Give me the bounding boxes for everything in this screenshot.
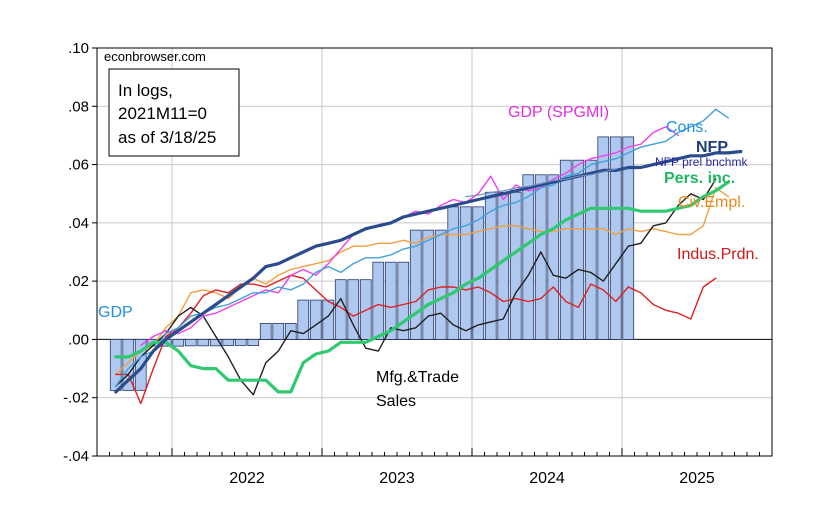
gdp-bar — [259, 322, 272, 340]
gdp-bar — [322, 299, 335, 340]
gdp-bar — [534, 174, 547, 340]
gdp-bar — [347, 279, 360, 340]
gdp-bar — [497, 191, 510, 340]
series-lines — [114, 108, 743, 405]
gdp-bar — [447, 206, 460, 340]
y-tick-label: .00 — [68, 331, 89, 348]
x-tick-label: 2025 — [679, 470, 715, 487]
label-pers-inc: Pers. inc. — [664, 170, 735, 187]
gdp-bar — [597, 136, 610, 340]
label-cons: Cons. — [666, 119, 708, 136]
label-mfg-line2: Sales — [376, 393, 416, 410]
gdp-bar — [122, 339, 135, 391]
note-line-2: 2021M11=0 — [118, 104, 207, 123]
gdp-bar — [372, 261, 385, 340]
note-line-1: In logs, — [118, 81, 173, 100]
gdp-bar — [522, 174, 535, 340]
gdp-bar — [434, 229, 447, 340]
gdp-bar — [622, 136, 635, 340]
series-line-cons — [115, 108, 729, 387]
gdp-bar — [422, 229, 435, 340]
label-nfp-bench: NFP prel bnchmk — [655, 155, 748, 169]
label-gdp-spgmi: GDP (SPGMI) — [508, 104, 609, 121]
series-line-nfp-bench — [465, 168, 617, 198]
x-axis: 2022 2023 2024 2025 — [96, 448, 773, 487]
gdp-bars — [109, 136, 635, 391]
gdp-bar — [297, 299, 310, 340]
series-line-civ-empl — [115, 187, 729, 376]
x-tick-label: 2023 — [379, 470, 415, 487]
y-tick-label: .08 — [68, 98, 89, 115]
x-tick-label: 2024 — [529, 470, 565, 487]
gdp-bar — [384, 261, 397, 340]
gdp-bar — [572, 159, 585, 340]
gdp-bar — [234, 339, 247, 346]
note-box — [108, 68, 240, 157]
gdp-bar — [584, 159, 597, 340]
note-line-3: as of 3/18/25 — [118, 128, 216, 147]
gdp-bar — [209, 339, 222, 347]
gdp-bar — [459, 206, 472, 340]
gdp-bar — [309, 299, 322, 340]
series-line-mfg — [115, 178, 717, 396]
gdp-bar — [547, 174, 560, 340]
label-nfp: NFP — [696, 139, 728, 156]
gdp-bar — [222, 339, 235, 346]
y-tick-label: -.02 — [63, 390, 89, 407]
label-indus: Indus.Prdn. — [677, 246, 759, 263]
gdp-bar — [409, 229, 422, 340]
gdp-bar — [559, 159, 572, 340]
series-line-indus — [115, 274, 717, 405]
source-label: econbrowser.com — [104, 49, 206, 64]
gdp-bar — [609, 136, 622, 340]
y-tick-label: .02 — [68, 273, 89, 290]
label-mfg-line1: Mfg.&Trade — [376, 369, 459, 386]
label-gdp: GDP — [98, 304, 133, 321]
series-line-pers-inc — [114, 180, 730, 394]
gdp-bar — [272, 322, 285, 340]
gdp-bar — [472, 206, 485, 340]
series-line-nfp — [114, 149, 743, 394]
y-tick-label: .04 — [68, 215, 89, 232]
y-tick-label: .06 — [68, 157, 89, 174]
label-civ-empl: Civ.Empl. — [678, 194, 745, 211]
gdp-bar — [247, 339, 260, 346]
y-axis: .10 .08 .06 .04 .02 .00 -.02 -.04 — [63, 40, 97, 465]
gdp-bar — [397, 261, 410, 340]
y-tick-label: -.04 — [63, 448, 89, 465]
x-tick-label: 2022 — [229, 470, 265, 487]
gdp-bar — [197, 339, 210, 347]
gdp-bar — [509, 191, 522, 340]
gdp-bar — [184, 339, 197, 347]
gdp-bar — [172, 339, 185, 347]
y-tick-label: .10 — [68, 40, 89, 57]
